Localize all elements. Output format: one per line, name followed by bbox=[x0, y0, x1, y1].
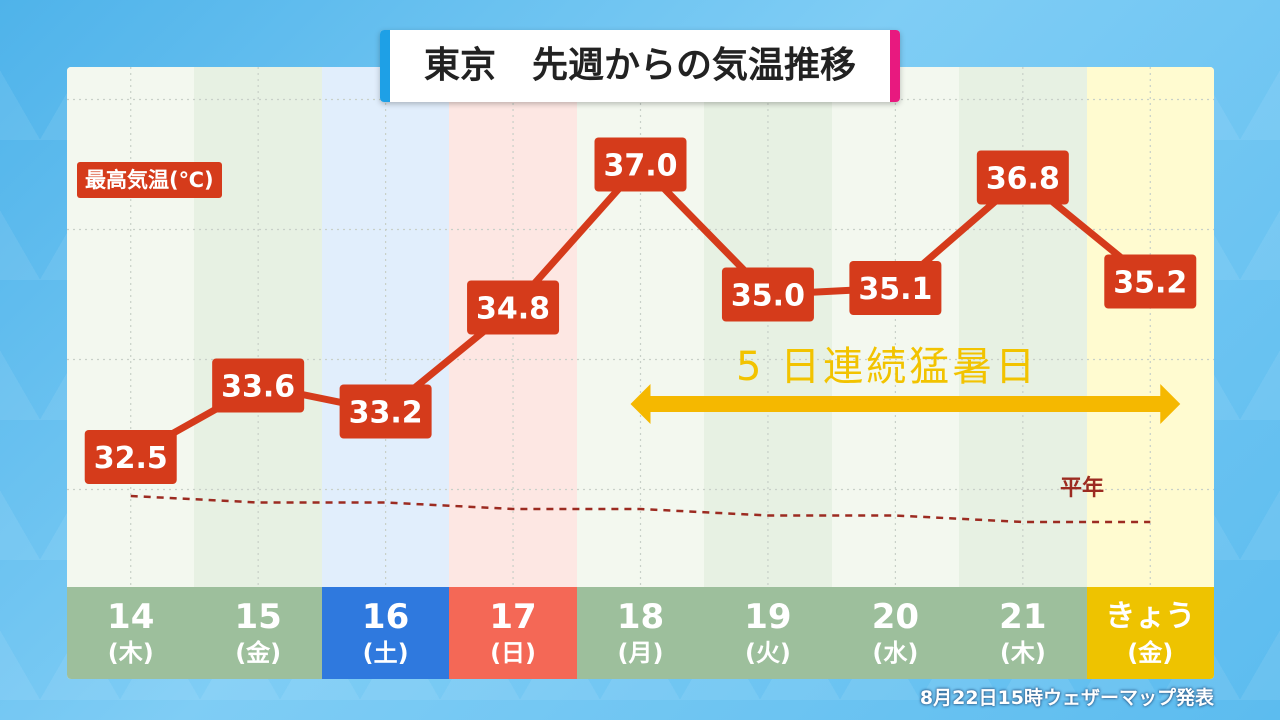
value-box bbox=[1104, 254, 1197, 309]
day-number: 17 bbox=[489, 597, 537, 637]
value-box bbox=[976, 150, 1069, 205]
data-label: 33.2 bbox=[349, 396, 423, 431]
value-box bbox=[594, 137, 687, 192]
day-header-15: 15 (金) bbox=[194, 587, 322, 679]
chart-title: 東京 先週からの気温推移 bbox=[423, 45, 856, 86]
day-weekday: (金) bbox=[235, 639, 282, 667]
day-weekday: (木) bbox=[107, 639, 154, 667]
day-number: 19 bbox=[744, 597, 792, 637]
data-label: 32.5 bbox=[94, 441, 168, 476]
value-box bbox=[339, 384, 432, 439]
day-header-20: 20 (水) bbox=[831, 587, 960, 679]
day-header-18: 18 (月) bbox=[576, 587, 705, 679]
normal-line-label: 平年 bbox=[1060, 476, 1105, 501]
value-box bbox=[84, 430, 177, 484]
day-weekday: (日) bbox=[490, 639, 537, 667]
day-weekday: (水) bbox=[872, 639, 919, 667]
day-header-21: 21 (木) bbox=[959, 587, 1087, 679]
data-label: 37.0 bbox=[603, 149, 677, 184]
day-weekday: (土) bbox=[362, 639, 409, 667]
y-axis-label: 最高気温(℃) bbox=[77, 162, 222, 198]
value-box bbox=[721, 267, 814, 322]
normal-temperature-line bbox=[130, 494, 1151, 524]
footer-note: 8月22日15時ウェザーマップ発表 bbox=[919, 687, 1214, 709]
day-weekday: (金) bbox=[1127, 639, 1174, 667]
data-label: 35.1 bbox=[858, 272, 932, 307]
title-left-accent bbox=[380, 30, 390, 102]
day-number: 21 bbox=[999, 597, 1047, 637]
day-header-19: 19 (火) bbox=[704, 587, 832, 679]
data-label: 33.6 bbox=[221, 370, 295, 405]
day-number: 14 bbox=[107, 597, 155, 637]
data-label: 36.8 bbox=[986, 162, 1060, 197]
day-weekday: (木) bbox=[999, 639, 1046, 667]
day-number: 15 bbox=[234, 597, 282, 637]
day-number: 16 bbox=[361, 597, 410, 637]
day-header-14: 14 (木) bbox=[67, 587, 195, 679]
data-label: 35.2 bbox=[1113, 266, 1187, 301]
value-box bbox=[467, 280, 560, 335]
data-label: 35.0 bbox=[731, 279, 805, 314]
value-box bbox=[212, 358, 305, 413]
title-right-accent bbox=[890, 30, 900, 102]
heatwave-label: 5 日連続猛暑日 bbox=[736, 344, 1039, 390]
day-header-16: 16 (土) bbox=[321, 587, 450, 679]
title-box: 東京 先週からの気温推移 bbox=[380, 30, 900, 102]
day-header-17: 17 (日) bbox=[449, 587, 577, 679]
heatwave-arrow bbox=[630, 384, 1181, 424]
day-number: 18 bbox=[616, 597, 665, 637]
value-box bbox=[849, 261, 942, 315]
day-header-きょう: きょう (金) bbox=[1086, 587, 1214, 679]
day-number: きょう bbox=[1105, 599, 1196, 634]
day-number: 20 bbox=[871, 597, 920, 637]
day-weekday: (火) bbox=[744, 639, 791, 667]
day-weekday: (月) bbox=[617, 639, 664, 667]
data-label: 34.8 bbox=[476, 292, 550, 327]
